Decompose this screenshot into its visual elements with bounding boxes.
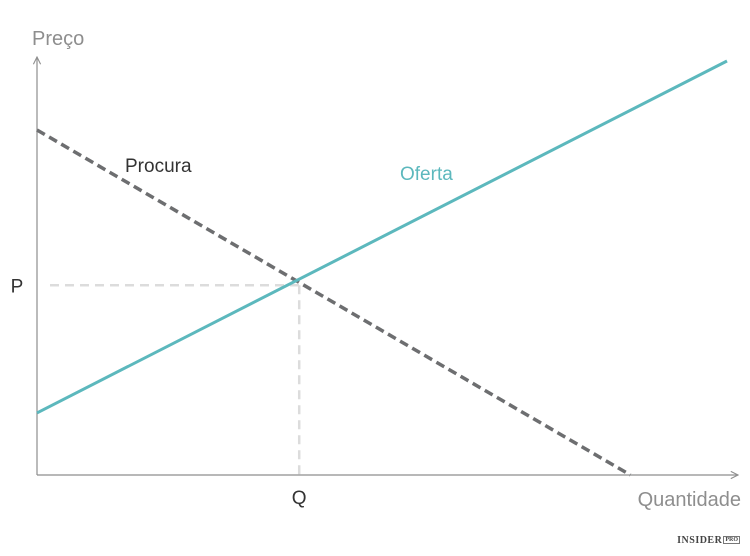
brand-badge: PRO (723, 536, 740, 544)
supply-curve (36, 59, 728, 415)
y-tick-label-p: P (11, 276, 24, 297)
insider-pro-logo: INSIDER PRO (677, 535, 740, 546)
demand-curve (36, 128, 632, 477)
x-axis-label: Quantidade (638, 489, 741, 511)
x-tick-label-q: Q (292, 488, 307, 509)
y-axis-label: Preço (32, 28, 84, 50)
demand-curve-label: Procura (125, 156, 192, 177)
supply-curve-label: Oferta (400, 164, 453, 185)
brand-name: INSIDER (677, 535, 723, 546)
